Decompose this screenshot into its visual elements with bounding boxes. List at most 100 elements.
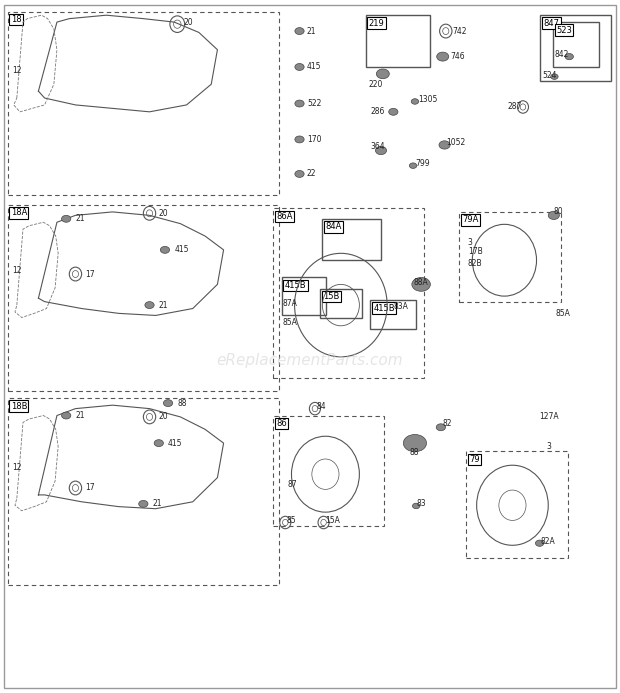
Text: 170: 170 (307, 135, 321, 144)
Ellipse shape (295, 170, 304, 177)
Ellipse shape (61, 412, 71, 419)
Ellipse shape (295, 136, 304, 143)
Text: 21: 21 (153, 500, 162, 509)
Text: 415B: 415B (285, 281, 306, 290)
Bar (371, 300, 415, 329)
Ellipse shape (154, 439, 164, 446)
Ellipse shape (412, 503, 420, 509)
Ellipse shape (164, 400, 172, 407)
Text: 17: 17 (85, 270, 94, 279)
Bar (7, 398, 279, 585)
Text: 79A: 79A (463, 216, 479, 225)
Text: 842: 842 (554, 50, 569, 59)
Text: eReplacementParts.com: eReplacementParts.com (216, 353, 404, 368)
Ellipse shape (536, 540, 544, 546)
Ellipse shape (376, 146, 386, 155)
Text: 220: 220 (369, 80, 383, 89)
Text: 15B: 15B (323, 292, 339, 301)
Ellipse shape (61, 216, 71, 222)
Text: 364: 364 (371, 142, 385, 151)
Ellipse shape (161, 247, 170, 254)
Text: 22: 22 (307, 170, 316, 178)
Bar (459, 212, 561, 301)
Text: 84A: 84A (326, 222, 342, 231)
Bar (7, 205, 279, 392)
Text: 746: 746 (451, 52, 466, 61)
Text: 127A: 127A (539, 412, 559, 421)
Text: 522: 522 (307, 99, 321, 108)
Ellipse shape (404, 435, 427, 452)
Text: 219: 219 (369, 19, 384, 28)
Text: 84: 84 (316, 402, 326, 411)
Bar (540, 15, 611, 81)
Ellipse shape (389, 108, 398, 115)
Text: 3: 3 (467, 238, 472, 247)
Ellipse shape (412, 277, 430, 291)
Text: 86: 86 (276, 419, 287, 428)
Text: 21: 21 (76, 214, 85, 223)
Text: 18: 18 (11, 15, 21, 24)
Text: 86A: 86A (276, 212, 293, 221)
Text: 79: 79 (469, 455, 480, 464)
Ellipse shape (565, 53, 574, 60)
Ellipse shape (439, 141, 450, 149)
Text: 88: 88 (177, 398, 187, 407)
Bar (322, 219, 381, 261)
Ellipse shape (409, 163, 417, 168)
Ellipse shape (551, 74, 558, 80)
Text: 20: 20 (184, 17, 193, 26)
Text: 82B: 82B (467, 259, 482, 268)
Text: 286: 286 (371, 107, 385, 116)
Text: 80: 80 (554, 207, 564, 216)
Text: 21: 21 (159, 301, 168, 310)
Text: 415: 415 (174, 245, 188, 254)
Text: 742: 742 (452, 26, 466, 35)
Text: 12: 12 (12, 266, 22, 275)
Ellipse shape (295, 28, 304, 35)
Text: 85A: 85A (555, 309, 570, 318)
Text: 85: 85 (286, 516, 296, 525)
Text: 83: 83 (417, 500, 427, 509)
Ellipse shape (145, 301, 154, 308)
Ellipse shape (548, 211, 559, 220)
Text: 524: 524 (542, 71, 557, 80)
Text: 12: 12 (12, 463, 22, 472)
Text: 20: 20 (159, 209, 169, 218)
Bar (553, 22, 600, 67)
Text: 847: 847 (543, 19, 559, 28)
Text: 85A: 85A (282, 318, 297, 327)
Text: 87A: 87A (282, 299, 297, 308)
Ellipse shape (436, 424, 446, 431)
Text: 87: 87 (288, 480, 298, 489)
Bar (281, 277, 326, 315)
Ellipse shape (295, 100, 304, 107)
Bar (7, 12, 279, 195)
Text: 523: 523 (556, 26, 572, 35)
Text: 88A: 88A (414, 279, 428, 288)
Text: 1052: 1052 (446, 139, 465, 148)
Text: 82A: 82A (540, 536, 555, 545)
Text: 88: 88 (410, 448, 420, 457)
Ellipse shape (376, 69, 389, 79)
Text: 415: 415 (307, 62, 321, 71)
Text: 287: 287 (508, 102, 522, 111)
Text: 1305: 1305 (418, 95, 437, 104)
Text: 415: 415 (168, 439, 182, 448)
Ellipse shape (295, 64, 304, 71)
Text: 82: 82 (442, 419, 451, 428)
Bar (320, 288, 362, 317)
Text: 415B: 415B (374, 304, 395, 313)
Ellipse shape (411, 98, 418, 104)
Text: 21: 21 (76, 411, 85, 420)
Text: 17B: 17B (468, 247, 483, 256)
Text: 18A: 18A (11, 209, 27, 218)
Ellipse shape (139, 500, 148, 507)
Text: 21: 21 (307, 26, 316, 35)
Text: 18B: 18B (11, 402, 27, 411)
Ellipse shape (436, 52, 449, 61)
Bar (466, 451, 568, 559)
Text: 799: 799 (415, 159, 430, 168)
Text: 20: 20 (159, 412, 169, 421)
Bar (273, 416, 384, 526)
Bar (366, 15, 430, 67)
